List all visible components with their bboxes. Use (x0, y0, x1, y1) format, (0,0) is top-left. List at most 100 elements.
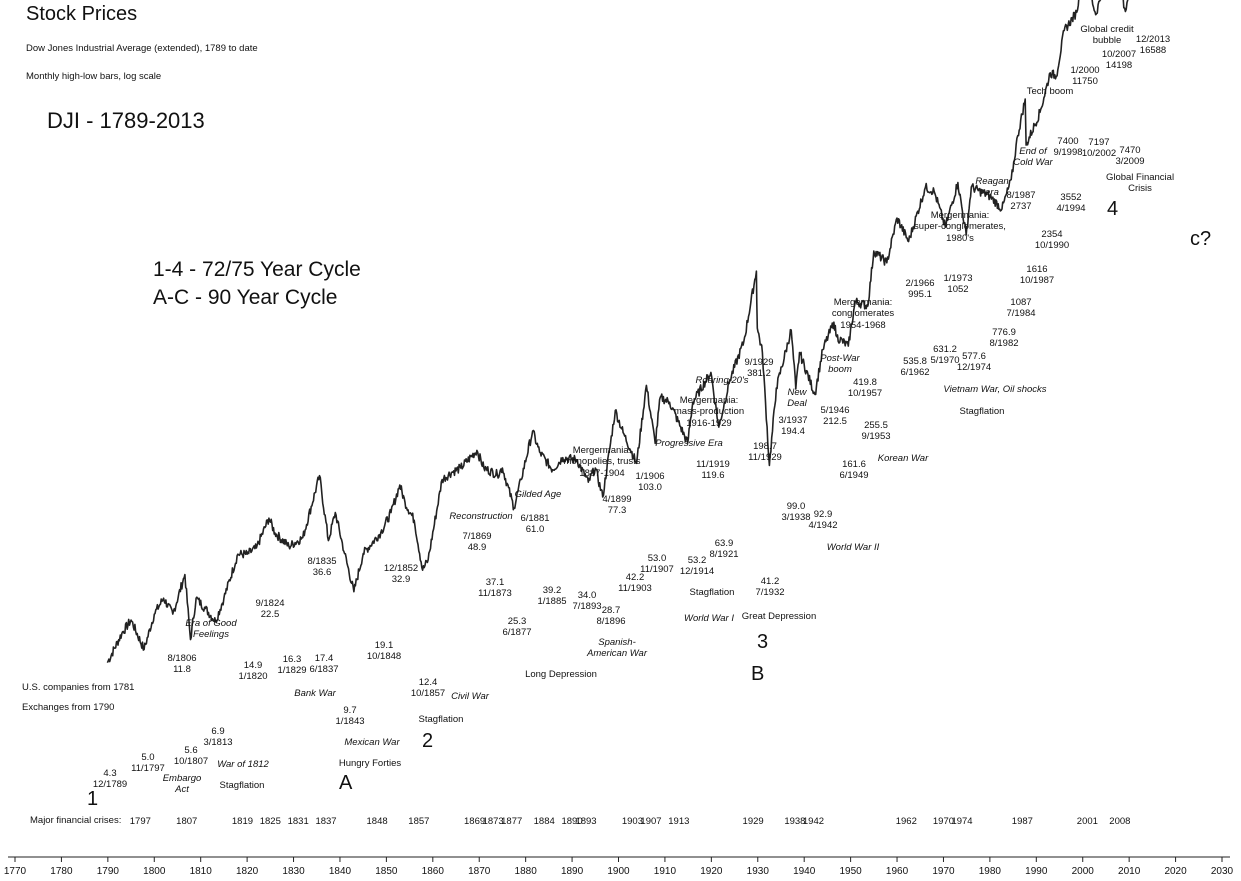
data-label: 17.4 6/1837 (309, 653, 339, 676)
event-label: Global credit bubble (1080, 24, 1134, 47)
crisis-year: 1877 (501, 816, 523, 827)
data-label: 1/1973 1052 (943, 273, 973, 296)
crisis-year: 1873 (482, 816, 504, 827)
cycle-label-2: A-C - 90 Year Cycle (153, 286, 338, 309)
wave-label-4: 4 (1107, 198, 1119, 220)
data-label: 255.5 9/1953 (861, 420, 891, 443)
data-label: 37.1 11/1873 (478, 577, 512, 600)
wave-label-2: 2 (422, 730, 434, 752)
data-label: 419.8 10/1957 (847, 377, 883, 400)
event-label: Civil War (451, 691, 489, 702)
x-tick-label: 1840 (328, 866, 352, 877)
x-tick-label: 1990 (1025, 866, 1048, 877)
wave-label-a: A (339, 772, 353, 794)
x-tick-label: 2000 (1071, 866, 1094, 877)
event-label: Progressive Era (655, 438, 723, 449)
x-tick-label: 1810 (189, 866, 212, 877)
data-label: 198.7 11/1929 (748, 441, 782, 464)
event-label: Mergermania: monopolies, trusts 1887-190… (563, 445, 641, 479)
data-label: 99.0 3/1938 (781, 501, 811, 524)
data-label: 9/1824 22.5 (255, 598, 285, 621)
data-label: 53.0 11/1907 (640, 553, 674, 576)
data-label: 4.3 12/1789 (92, 768, 128, 791)
crisis-year: 1974 (951, 816, 973, 827)
x-tick-label: 1900 (607, 866, 630, 877)
crisis-year: 2008 (1109, 816, 1131, 827)
event-label: Mergermania: mass-production 1916-1929 (673, 395, 745, 429)
crisis-year: 1807 (176, 816, 198, 827)
wave-label-c: c? (1190, 228, 1212, 250)
data-label: 8/1806 11.8 (167, 653, 197, 676)
crisis-year: 1857 (408, 816, 430, 827)
event-label: Gilded Age (514, 489, 562, 500)
event-label: Stagflation (959, 406, 1005, 417)
event-label: Mergermania: conglomerates 1954-1968 (831, 297, 895, 331)
data-label: 92.9 4/1942 (808, 509, 838, 532)
crisis-year: 1987 (1011, 816, 1033, 827)
crisis-year: 2001 (1076, 816, 1098, 827)
data-label: 53.2 12/1914 (679, 555, 715, 578)
crisis-year: 1825 (259, 816, 281, 827)
x-tick-label: 1780 (50, 866, 73, 877)
event-label: Vietnam War, Oil shocks (943, 384, 1047, 395)
data-label: 42.2 11/1903 (618, 572, 652, 595)
crisis-year: 1884 (533, 816, 555, 827)
data-label: 776.9 8/1982 (989, 327, 1019, 350)
x-tick-label: 1970 (932, 866, 955, 877)
event-label: Mexican War (344, 737, 400, 748)
data-label: 34.0 7/1893 (572, 590, 602, 613)
x-tick-label: 1790 (96, 866, 119, 877)
event-label: War of 1812 (217, 759, 269, 770)
data-label: 1/1906 103.0 (635, 471, 665, 494)
x-tick-label: 1950 (839, 866, 862, 877)
data-label: 11/1919 119.6 (696, 459, 730, 482)
crisis-year: 1903 (621, 816, 643, 827)
wave-label-b: B (751, 663, 765, 685)
crisis-year: 1869 (464, 816, 486, 827)
data-label: 41.2 7/1932 (755, 576, 785, 599)
data-label: 535.8 6/1962 (900, 356, 930, 379)
crisis-year: 1962 (895, 816, 917, 827)
event-label: Hungry Forties (338, 758, 402, 769)
event-label: Bank War (294, 688, 336, 699)
x-tick-label: 2010 (1118, 866, 1141, 877)
data-label: 5.6 10/1807 (173, 745, 209, 768)
x-tick-label: 1800 (143, 866, 166, 877)
x-tick-label: 1830 (282, 866, 305, 877)
x-axis-ticks (14, 857, 1223, 862)
cycle-label-1: 1-4 - 72/75 Year Cycle (153, 258, 361, 281)
data-label: 1616 10/1987 (1019, 264, 1055, 287)
data-label: 19.1 10/1848 (366, 640, 402, 663)
crisis-year: 1837 (315, 816, 337, 827)
data-label: 1/2000 11750 (1070, 65, 1100, 88)
crisis-year: 1938 (784, 816, 806, 827)
x-tick-label: 1980 (978, 866, 1001, 877)
crisis-year: 1970 (932, 816, 955, 827)
data-label: 10/2007 14198 (1101, 49, 1137, 72)
data-label: 7197 10/2002 (1081, 137, 1117, 160)
dji-range-label: DJI - 1789-2013 (47, 108, 205, 133)
data-label: 7400 9/1998 (1053, 136, 1083, 159)
chart-subtitle-scale: Monthly high-low bars, log scale (26, 71, 162, 82)
x-tick-label: 2020 (1164, 866, 1187, 877)
data-label: 63.9 8/1921 (709, 538, 739, 561)
event-label: Exchanges from 1790 (22, 702, 115, 713)
x-tick-label: 1940 (793, 866, 816, 877)
event-label: Stagflation (689, 587, 735, 598)
event-label: World War I (684, 613, 734, 624)
event-label: Mergermania: super-conglomerates, 1980's (914, 210, 1006, 244)
event-label: Great Depression (741, 611, 817, 622)
event-label: Era of Good Feelings (185, 618, 237, 641)
data-label: 577.6 12/1974 (956, 351, 992, 374)
data-label: 25.3 6/1877 (502, 616, 532, 639)
wave-label-3: 3 (757, 631, 769, 653)
crisis-year: 1819 (231, 816, 254, 827)
data-label: 7470 3/2009 (1115, 145, 1145, 168)
data-label: 8/1835 36.6 (307, 556, 337, 579)
x-tick-label: 1870 (468, 866, 491, 877)
price-series-line (106, 0, 1129, 664)
data-label: 8/1987 2737 (1006, 190, 1036, 213)
event-label: Roaring 20's (695, 375, 749, 386)
data-label: 3/1937 194.4 (778, 415, 808, 438)
